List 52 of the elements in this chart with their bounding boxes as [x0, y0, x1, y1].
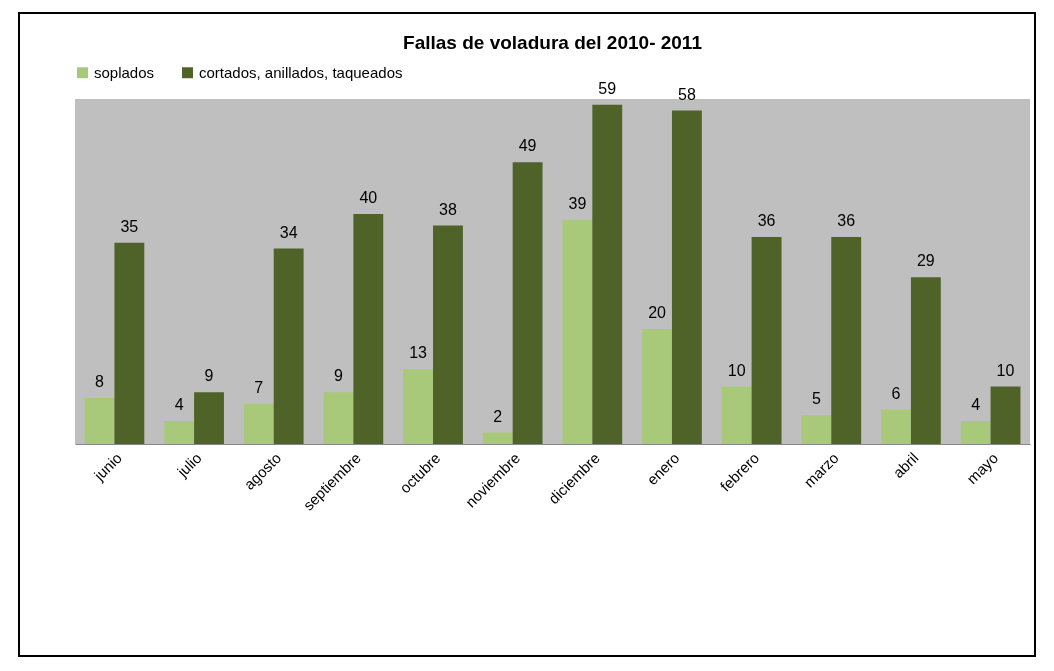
data-label: 9 — [204, 367, 214, 385]
bar — [84, 398, 115, 444]
bar — [512, 162, 543, 444]
data-label: 20 — [648, 304, 667, 321]
bar — [353, 214, 384, 444]
bar — [323, 392, 354, 444]
data-label: 10 — [727, 361, 746, 379]
bar — [273, 248, 304, 444]
data-label: 9 — [333, 367, 343, 385]
bar — [194, 392, 224, 444]
bar — [482, 432, 513, 444]
data-label: 13 — [409, 344, 428, 362]
bar — [910, 277, 941, 444]
data-label: 49 — [518, 137, 537, 155]
data-label: 58 — [678, 85, 696, 103]
bar — [433, 225, 463, 444]
data-label: 5 — [811, 390, 821, 408]
data-label: 36 — [837, 212, 856, 229]
data-label: 7 — [254, 378, 264, 396]
data-label: 8 — [95, 373, 105, 390]
data-label: 59 — [598, 79, 617, 97]
bar — [881, 409, 911, 444]
bar — [642, 329, 672, 444]
bar — [721, 386, 752, 444]
legend-label: cortados, anillados, taqueados — [199, 63, 403, 81]
data-label: 4 — [174, 396, 184, 413]
data-label: 38 — [439, 200, 457, 218]
bar — [990, 386, 1021, 444]
data-label: 40 — [359, 189, 378, 206]
legend-label: soplados — [94, 63, 155, 81]
data-label: 2 — [493, 407, 503, 425]
bar — [243, 403, 274, 444]
data-label: 4 — [971, 396, 981, 413]
bar — [671, 110, 702, 444]
bar — [562, 219, 593, 444]
bar — [960, 421, 991, 444]
data-label: 34 — [279, 223, 298, 241]
bar — [403, 369, 434, 444]
bar — [164, 421, 195, 444]
data-label: 6 — [891, 384, 901, 402]
bar — [114, 242, 145, 444]
data-label: 36 — [757, 212, 776, 229]
chart-title: Fallas de voladura del 2010- 2011 — [403, 32, 703, 53]
bar — [592, 104, 623, 444]
data-label: 39 — [568, 194, 587, 212]
data-label: 10 — [996, 361, 1015, 379]
bar — [801, 415, 832, 444]
x-tick-label: julio — [173, 449, 205, 481]
bar — [751, 237, 782, 444]
data-label: 29 — [916, 252, 935, 270]
bar — [831, 237, 862, 444]
data-label: 35 — [120, 217, 139, 235]
